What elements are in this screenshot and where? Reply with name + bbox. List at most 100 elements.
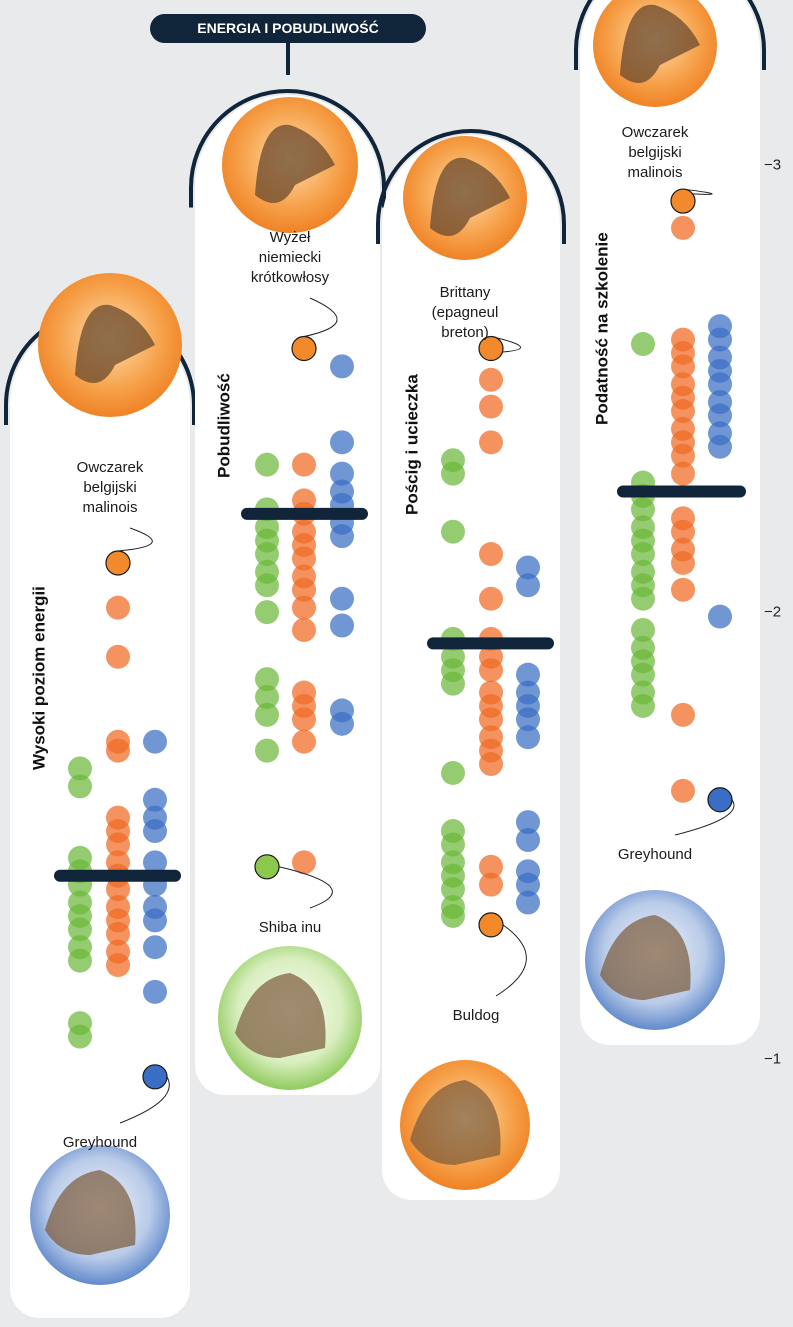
dog-connector	[119, 1076, 170, 1124]
dot	[516, 810, 540, 835]
dot	[671, 354, 695, 379]
dot	[292, 617, 316, 642]
dog-connector	[495, 924, 527, 997]
y-tick-label: −1	[764, 1050, 782, 1068]
dot	[708, 327, 732, 352]
dot	[479, 854, 503, 879]
panel-name: Pościg i ucieczka	[402, 374, 421, 515]
dot	[479, 394, 503, 419]
dot	[671, 778, 695, 803]
dot	[671, 519, 695, 544]
y-tick-label: −2	[764, 603, 782, 621]
dot	[516, 872, 540, 897]
dot	[143, 729, 167, 754]
dog-silhouette	[235, 973, 326, 1058]
dot	[143, 850, 167, 875]
dog-silhouette	[600, 915, 691, 1000]
dot	[106, 738, 130, 763]
dog-label: Shiba inu	[258, 919, 322, 936]
dot	[516, 555, 540, 580]
panel-capsule	[580, 0, 760, 1045]
dot	[330, 613, 354, 638]
dot	[631, 542, 655, 567]
dot	[292, 595, 316, 620]
dot	[106, 953, 130, 978]
y-tick-label: −3	[764, 156, 782, 174]
highlight-dot	[254, 854, 280, 880]
dog-label: Greyhound	[62, 1134, 138, 1151]
dot	[255, 600, 279, 625]
highlight-dot	[478, 912, 504, 938]
dot	[671, 215, 695, 240]
dot	[479, 586, 503, 611]
dog-silhouette	[75, 304, 155, 383]
dot	[631, 693, 655, 718]
dot	[68, 774, 92, 799]
panel-capsule	[10, 315, 190, 1318]
highlight-dot	[105, 550, 131, 576]
dot	[68, 756, 92, 781]
dog-label: Owczarek belgijski malinois	[621, 124, 689, 181]
panel-name: Pobudliwość	[214, 373, 233, 478]
dog-label: Owczarek belgijski malinois	[76, 459, 144, 516]
dot	[516, 707, 540, 732]
panel-name: Podatność na szkolenie	[592, 232, 611, 425]
dot	[479, 542, 503, 567]
dot	[255, 667, 279, 692]
dot	[292, 452, 316, 477]
dot	[106, 877, 130, 902]
dot	[292, 577, 316, 602]
dog-silhouette	[620, 4, 700, 83]
dot	[330, 524, 354, 549]
dot	[143, 979, 167, 1004]
highlight-dot	[142, 1064, 168, 1090]
dot	[106, 644, 130, 669]
dot	[255, 702, 279, 727]
panel-arch	[574, 0, 766, 70]
highlight-dot	[707, 787, 733, 813]
dot	[631, 332, 655, 357]
dog-label: Wyżeł niemiecki krótkowłosy	[250, 229, 330, 286]
dot	[330, 354, 354, 379]
dot	[68, 917, 92, 942]
dot	[479, 430, 503, 455]
dot	[631, 617, 655, 642]
highlight-dot	[291, 335, 317, 362]
dot	[255, 573, 279, 598]
dot	[330, 430, 354, 455]
dot	[255, 738, 279, 763]
dot	[671, 443, 695, 468]
dot	[631, 586, 655, 611]
dot	[255, 542, 279, 567]
dot	[479, 872, 503, 897]
dog-label: Greyhound	[617, 846, 693, 863]
dot	[479, 707, 503, 732]
dot	[441, 903, 465, 928]
dot	[292, 546, 316, 571]
dog-silhouette	[410, 1080, 501, 1165]
dot	[441, 877, 465, 902]
dot	[255, 452, 279, 477]
dot	[516, 573, 540, 598]
dot	[708, 403, 732, 428]
dot	[255, 685, 279, 710]
dot	[441, 671, 465, 696]
dot	[631, 497, 655, 522]
highlight-dot	[670, 188, 696, 214]
dot	[106, 921, 130, 946]
dot	[330, 711, 354, 736]
dot	[143, 787, 167, 812]
dot	[143, 935, 167, 960]
dot	[68, 948, 92, 973]
dot	[441, 461, 465, 486]
dog-connector	[278, 866, 333, 909]
panel-name: Wysoki poziom energii	[29, 586, 48, 770]
dot	[708, 604, 732, 629]
panel-arch	[376, 129, 566, 244]
dot	[516, 827, 540, 852]
dog-connector	[117, 527, 153, 552]
dot	[516, 725, 540, 750]
dog-connector	[303, 297, 338, 337]
